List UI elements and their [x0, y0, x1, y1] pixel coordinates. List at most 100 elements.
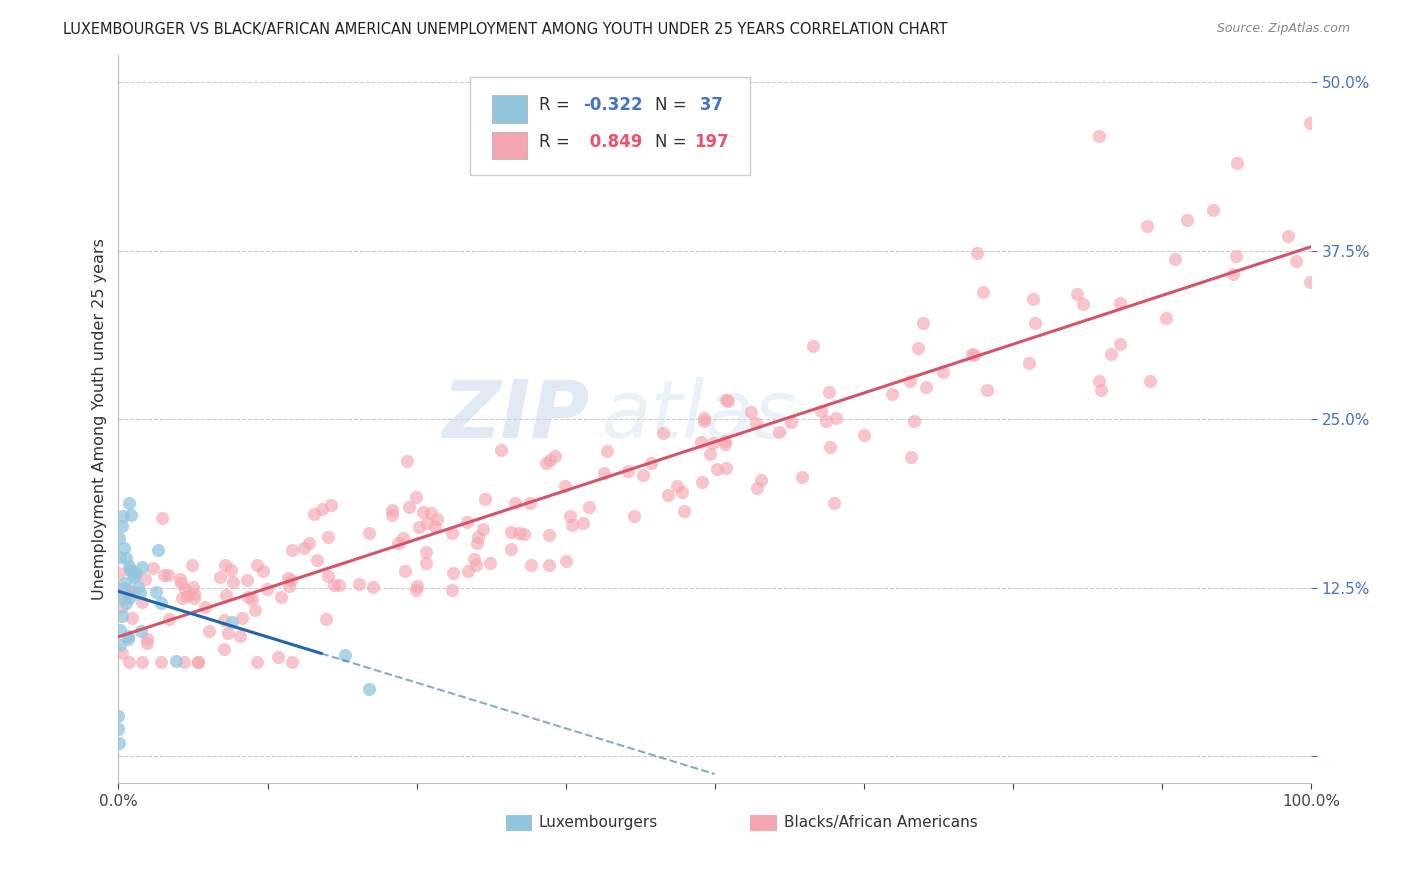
Point: [1066, 286, 1088, 301]
Point: [108, 566, 131, 580]
Point: [818, 440, 841, 454]
Point: [108, 587, 131, 601]
Point: [387, 536, 409, 550]
Point: [221, 615, 243, 630]
Point: [108, 549, 131, 564]
Point: [537, 558, 560, 572]
Point: [145, 585, 167, 599]
Point: [914, 379, 936, 393]
Point: [693, 410, 716, 425]
Point: [416, 516, 439, 530]
Point: [111, 519, 134, 533]
Point: [780, 415, 803, 429]
Point: [814, 414, 837, 428]
Text: atlas: atlas: [602, 376, 796, 455]
Point: [489, 443, 512, 458]
Point: [810, 403, 832, 417]
Point: [118, 563, 141, 577]
Point: [108, 532, 131, 546]
Point: [1109, 337, 1132, 351]
Point: [706, 462, 728, 476]
Point: [214, 558, 236, 573]
Point: [1109, 296, 1132, 310]
Point: [270, 590, 292, 604]
Point: [499, 525, 522, 540]
Point: [131, 655, 153, 669]
Point: [165, 654, 187, 668]
Point: [394, 564, 416, 578]
Point: [593, 466, 616, 480]
Point: [281, 543, 304, 558]
Point: [381, 508, 404, 523]
Point: [898, 375, 921, 389]
Point: [319, 498, 342, 512]
Point: [187, 655, 209, 669]
Point: [395, 454, 418, 468]
Point: [963, 348, 986, 362]
Point: [122, 570, 145, 584]
Point: [111, 600, 134, 615]
Point: [111, 609, 134, 624]
Point: [717, 394, 740, 409]
Point: [464, 558, 486, 572]
Point: [818, 384, 841, 399]
Point: [880, 387, 903, 401]
Point: [463, 552, 485, 566]
Point: [1018, 356, 1040, 370]
Point: [768, 425, 790, 439]
Point: [347, 577, 370, 591]
Point: [631, 468, 654, 483]
Point: [508, 525, 530, 540]
Point: [617, 464, 640, 478]
Point: [183, 591, 205, 605]
Point: [121, 611, 143, 625]
Point: [114, 575, 136, 590]
Point: [554, 554, 576, 568]
Point: [122, 584, 145, 599]
Point: [252, 564, 274, 578]
Point: [1222, 267, 1244, 281]
Point: [467, 530, 489, 544]
Point: [790, 470, 813, 484]
Point: [150, 655, 173, 669]
Point: [121, 565, 143, 579]
Point: [117, 632, 139, 646]
Point: [391, 531, 413, 545]
Point: [134, 573, 156, 587]
Point: [280, 574, 302, 588]
Point: [180, 558, 202, 573]
Point: [125, 566, 148, 580]
Point: [408, 519, 430, 533]
Point: [170, 575, 193, 590]
Point: [501, 542, 523, 557]
Point: [415, 556, 437, 570]
Text: R =: R =: [540, 133, 575, 151]
Point: [666, 479, 689, 493]
Point: [406, 579, 429, 593]
Text: 37: 37: [695, 96, 724, 114]
Point: [333, 648, 356, 663]
Point: [412, 504, 434, 518]
Point: [474, 491, 496, 506]
Point: [316, 530, 339, 544]
Point: [150, 511, 173, 525]
Point: [561, 517, 583, 532]
Text: ZIP: ZIP: [441, 376, 589, 455]
Point: [505, 496, 527, 510]
Point: [640, 456, 662, 470]
Point: [544, 449, 567, 463]
Point: [243, 603, 266, 617]
Point: [117, 629, 139, 643]
Point: [513, 526, 536, 541]
Point: [903, 414, 925, 428]
Point: [149, 596, 172, 610]
Point: [1073, 297, 1095, 311]
Point: [108, 638, 131, 652]
Point: [107, 723, 129, 737]
Point: [423, 520, 446, 534]
Point: [217, 625, 239, 640]
Point: [1022, 292, 1045, 306]
Point: [111, 509, 134, 524]
Point: [1136, 219, 1159, 233]
Point: [305, 553, 328, 567]
